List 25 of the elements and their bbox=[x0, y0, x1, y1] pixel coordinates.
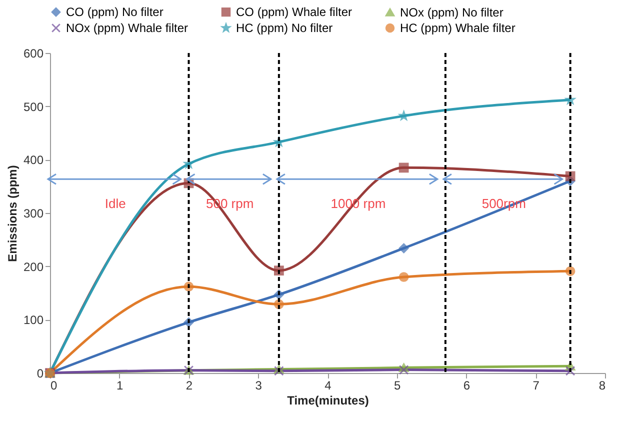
legend-label: HC (ppm) Whale filter bbox=[400, 21, 516, 35]
legend-label: NOx (ppm) Whale filter bbox=[66, 21, 188, 35]
legend-label: CO (ppm) No filter bbox=[66, 5, 164, 20]
y-tick-label: 300 bbox=[23, 206, 44, 220]
legend-label: CO (ppm) Whale filter bbox=[236, 5, 352, 20]
x-tick-label: 3 bbox=[255, 378, 262, 392]
annotation: Idle bbox=[104, 196, 126, 212]
legend-label: NOx (ppm) No filter bbox=[400, 5, 504, 20]
y-tick-label: 200 bbox=[23, 260, 44, 274]
y-tick-label: 100 bbox=[23, 313, 44, 328]
x-tick-label: 7 bbox=[532, 378, 540, 392]
y-axis-title: Emissions (ppm) bbox=[5, 165, 20, 262]
x-tick-label: 6 bbox=[463, 378, 470, 392]
y-tick-label: 600 bbox=[23, 46, 44, 60]
legend-label: HC (ppm) No filter bbox=[236, 21, 333, 35]
y-tick-label: 400 bbox=[23, 153, 44, 168]
x-tick-label: 5 bbox=[394, 378, 402, 392]
y-tick-label: 500 bbox=[23, 100, 44, 114]
x-tick-label: 4 bbox=[324, 378, 332, 392]
x-axis-title: Time(minutes) bbox=[287, 394, 369, 408]
x-tick-label: 2 bbox=[186, 378, 193, 392]
x-tick-label: 8 bbox=[598, 378, 606, 392]
y-tick-label: 0 bbox=[36, 366, 44, 380]
x-tick-label: 0 bbox=[50, 378, 58, 392]
x-tick-label: 1 bbox=[116, 378, 124, 392]
